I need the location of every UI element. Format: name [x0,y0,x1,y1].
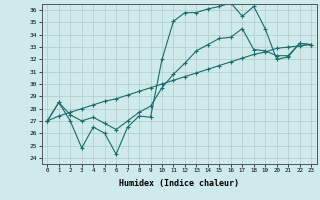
X-axis label: Humidex (Indice chaleur): Humidex (Indice chaleur) [119,179,239,188]
